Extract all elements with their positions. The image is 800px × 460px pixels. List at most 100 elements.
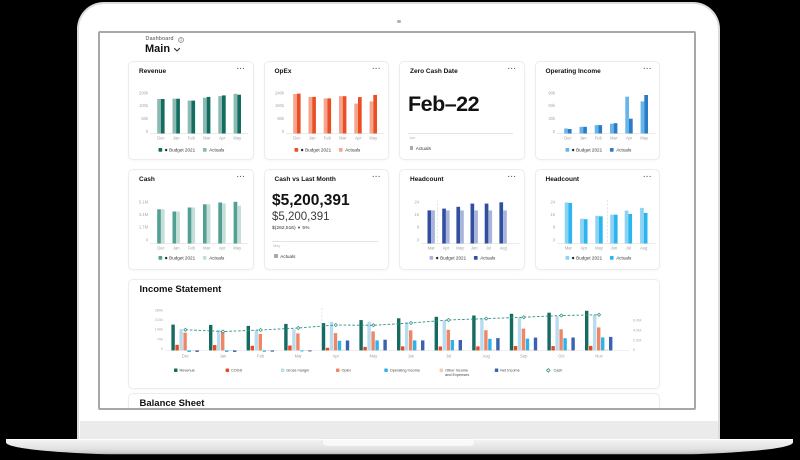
svg-text:Jun: Jun	[408, 353, 415, 358]
svg-text:May: May	[370, 353, 379, 358]
svg-text:Cash: Cash	[554, 368, 563, 372]
svg-text:16: 16	[550, 212, 555, 217]
svg-text:Apr: Apr	[219, 136, 226, 141]
svg-text:Feb: Feb	[188, 136, 196, 141]
svg-text:May: May	[456, 246, 465, 251]
svg-text:Mar: Mar	[610, 136, 618, 141]
svg-text:8: 8	[417, 225, 420, 230]
svg-text:Oct: Oct	[558, 353, 565, 358]
svg-text:May: May	[233, 246, 242, 251]
svg-text:2.0M: 2.0M	[633, 338, 641, 342]
svg-text:16: 16	[414, 212, 419, 217]
svg-text:Budget 2021: Budget 2021	[576, 147, 603, 152]
svg-text:Budget 2021: Budget 2021	[169, 147, 196, 152]
svg-text:Feb: Feb	[257, 353, 265, 358]
svg-text:60k: 60k	[548, 103, 556, 108]
svg-text:Apr: Apr	[443, 246, 450, 251]
svg-text:Jan: Jan	[308, 136, 315, 141]
svg-text:Actuals: Actuals	[209, 147, 225, 152]
svg-text:30k: 30k	[548, 116, 556, 121]
svg-text:100k: 100k	[139, 103, 149, 108]
svg-text:1.7M: 1.7M	[139, 225, 149, 230]
svg-text:Jun: Jun	[610, 246, 617, 251]
svg-text:200k: 200k	[139, 91, 149, 96]
svg-text:4.0M: 4.0M	[633, 328, 641, 332]
svg-text:May: May	[640, 136, 649, 141]
svg-text:Budget 2021: Budget 2021	[576, 255, 603, 260]
svg-text:Jul: Jul	[625, 246, 630, 251]
svg-text:Net Income: Net Income	[500, 368, 519, 372]
svg-text:Mar: Mar	[564, 246, 572, 251]
svg-text:Mar: Mar	[295, 353, 303, 358]
svg-text:0: 0	[552, 238, 555, 243]
svg-text:Jul: Jul	[486, 246, 491, 251]
svg-text:Aug: Aug	[640, 246, 648, 251]
svg-text:Mar: Mar	[203, 246, 211, 251]
svg-text:50k: 50k	[141, 116, 149, 121]
svg-text:Dec: Dec	[157, 136, 164, 141]
svg-text:Jan: Jan	[220, 353, 227, 358]
svg-text:Jul: Jul	[446, 353, 451, 358]
svg-text:0: 0	[281, 129, 284, 134]
svg-text:0: 0	[161, 347, 163, 351]
svg-text:Jun: Jun	[471, 246, 478, 251]
svg-text:Apr: Apr	[219, 246, 226, 251]
svg-text:Revenue: Revenue	[180, 368, 195, 372]
svg-text:Mar: Mar	[428, 246, 436, 251]
svg-text:24: 24	[414, 199, 419, 204]
svg-text:160k: 160k	[275, 103, 285, 108]
svg-text:Actuals: Actuals	[209, 255, 225, 260]
svg-text:Gross margin: Gross margin	[286, 368, 309, 372]
svg-text:Apr: Apr	[333, 353, 340, 358]
svg-text:COGS: COGS	[231, 368, 243, 372]
svg-text:0: 0	[146, 129, 149, 134]
svg-text:0: 0	[417, 238, 420, 243]
svg-text:Apr: Apr	[580, 246, 587, 251]
svg-text:Aug: Aug	[499, 246, 507, 251]
svg-text:Jan: Jan	[173, 246, 180, 251]
svg-text:240k: 240k	[275, 91, 285, 96]
svg-text:280k: 280k	[155, 308, 163, 312]
svg-text:Apr: Apr	[625, 136, 632, 141]
svg-text:Actuals: Actuals	[345, 147, 361, 152]
svg-text:Dec: Dec	[157, 246, 164, 251]
svg-text:Feb: Feb	[323, 136, 331, 141]
svg-text:Sep: Sep	[520, 353, 528, 358]
svg-text:Jan: Jan	[173, 136, 180, 141]
svg-text:Feb: Feb	[594, 136, 602, 141]
svg-text:Mar: Mar	[203, 136, 211, 141]
svg-text:70k: 70k	[157, 337, 163, 341]
svg-text:Budget 2021: Budget 2021	[440, 255, 467, 260]
svg-text:90k: 90k	[548, 91, 556, 96]
svg-text:Budget 2021: Budget 2021	[169, 255, 196, 260]
svg-text:and Expenses: and Expenses	[445, 373, 469, 377]
svg-text:OpEx: OpEx	[342, 368, 352, 372]
svg-text:Operating Income: Operating Income	[390, 368, 420, 372]
svg-text:0: 0	[552, 129, 555, 134]
svg-text:Dec: Dec	[182, 353, 189, 358]
svg-text:80k: 80k	[277, 116, 285, 121]
svg-text:Mar: Mar	[339, 136, 347, 141]
svg-text:Dec: Dec	[564, 136, 571, 141]
svg-text:Jan: Jan	[579, 136, 586, 141]
svg-text:Apr: Apr	[354, 136, 361, 141]
svg-text:Dec: Dec	[293, 136, 300, 141]
svg-text:5.1M: 5.1M	[139, 199, 149, 204]
svg-text:May: May	[369, 136, 378, 141]
svg-text:0: 0	[633, 347, 635, 351]
svg-text:Actuals: Actuals	[480, 255, 496, 260]
svg-text:6.0M: 6.0M	[633, 318, 641, 322]
svg-text:May: May	[233, 136, 242, 141]
svg-text:Feb: Feb	[188, 246, 196, 251]
svg-text:0: 0	[146, 238, 149, 243]
svg-text:Other Income: Other Income	[445, 368, 468, 372]
svg-text:Aug: Aug	[483, 353, 491, 358]
svg-text:Budget 2021: Budget 2021	[305, 147, 332, 152]
svg-text:Actuals: Actuals	[616, 255, 632, 260]
svg-text:May: May	[595, 246, 604, 251]
svg-text:210k: 210k	[155, 318, 163, 322]
svg-text:24: 24	[550, 199, 555, 204]
svg-text:8: 8	[552, 225, 555, 230]
svg-text:Nov: Nov	[595, 353, 603, 358]
svg-text:3.4M: 3.4M	[139, 212, 149, 217]
